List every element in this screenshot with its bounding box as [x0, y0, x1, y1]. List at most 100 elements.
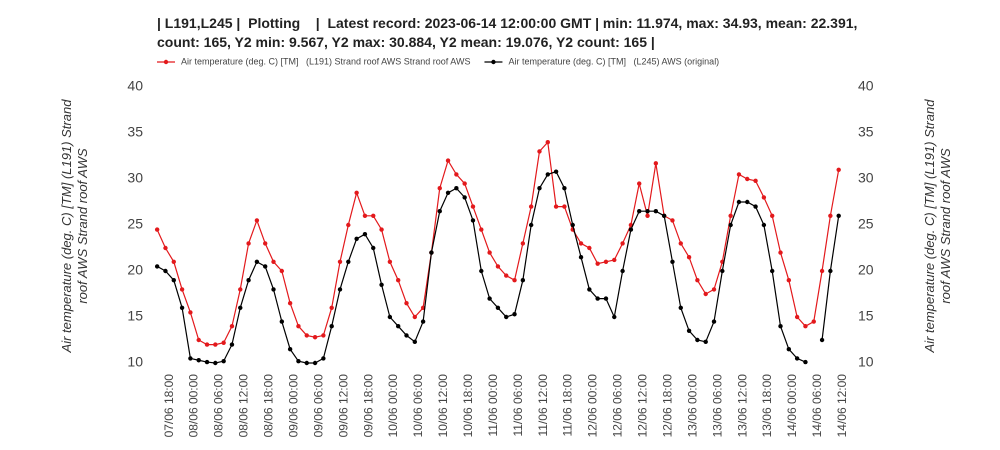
data-point — [811, 319, 816, 324]
data-point — [154, 264, 160, 269]
data-point — [686, 328, 692, 333]
y-tick-label: 35 — [127, 124, 143, 140]
data-point — [637, 181, 642, 186]
y2-tick-label: 25 — [858, 216, 874, 232]
data-point — [686, 255, 692, 260]
data-point — [495, 305, 501, 310]
data-point — [537, 186, 542, 191]
data-point — [595, 296, 600, 301]
data-point — [312, 335, 318, 340]
data-point — [479, 268, 484, 274]
data-point — [711, 287, 717, 292]
data-point — [179, 287, 185, 292]
data-point — [296, 358, 301, 364]
data-point — [445, 190, 451, 195]
data-point — [612, 257, 617, 263]
data-point — [728, 222, 733, 228]
data-point — [645, 213, 650, 218]
data-point — [337, 287, 343, 292]
data-point — [304, 333, 309, 338]
data-point — [171, 259, 176, 264]
data-point — [769, 268, 775, 274]
data-point — [695, 337, 700, 343]
y-tick-label: 30 — [127, 170, 143, 186]
data-point — [304, 360, 309, 366]
x-tick-label: 09/06 06:00 — [311, 374, 325, 438]
x-tick-label: 10/06 18:00 — [461, 374, 475, 438]
data-point — [603, 259, 609, 264]
data-point — [337, 259, 343, 264]
data-point — [595, 261, 600, 266]
data-point — [504, 273, 509, 278]
data-point — [587, 245, 592, 251]
data-point — [470, 204, 476, 209]
data-point — [354, 190, 359, 195]
data-point — [653, 209, 659, 214]
data-point — [154, 227, 160, 232]
data-point — [437, 209, 442, 214]
data-point — [745, 199, 750, 205]
data-point — [246, 278, 251, 283]
data-point — [495, 264, 501, 269]
x-tick-label: 11/06 18:00 — [561, 374, 575, 437]
data-point — [437, 186, 442, 191]
data-point — [254, 218, 260, 223]
data-point — [362, 232, 368, 237]
data-point — [528, 204, 534, 209]
x-tick-label: 14/06 00:00 — [785, 374, 799, 438]
data-point — [678, 241, 683, 246]
data-point — [362, 213, 368, 218]
data-point — [528, 222, 534, 228]
data-point — [329, 324, 334, 329]
x-tick-label: 08/06 12:00 — [237, 374, 251, 438]
data-point — [346, 222, 351, 228]
x-tick-label: 08/06 18:00 — [262, 374, 276, 438]
data-point — [761, 195, 767, 200]
data-point — [678, 305, 683, 310]
data-point — [163, 245, 168, 251]
data-point — [778, 324, 783, 329]
data-point — [819, 337, 825, 343]
data-point — [711, 319, 717, 324]
data-point — [163, 268, 168, 274]
data-point — [287, 301, 293, 306]
data-point — [545, 172, 550, 177]
data-point — [204, 359, 210, 365]
data-point — [229, 324, 235, 329]
data-point — [279, 319, 285, 324]
x-tick-label: 10/06 00:00 — [386, 374, 400, 438]
data-point — [354, 236, 359, 241]
data-point — [221, 340, 226, 345]
x-tick-label: 11/06 00:00 — [486, 374, 500, 437]
data-point — [803, 324, 808, 329]
data-point — [221, 358, 226, 364]
legend-label: Air temperature (deg. C) [TM] (L245) AWS… — [508, 56, 719, 66]
data-point — [587, 287, 592, 292]
data-point — [570, 222, 575, 228]
data-point — [296, 324, 301, 329]
data-point — [371, 213, 376, 218]
data-point — [379, 227, 384, 232]
data-point — [487, 296, 492, 301]
data-point — [537, 149, 542, 154]
data-point — [761, 222, 767, 228]
data-point — [263, 264, 268, 269]
x-tick-label: 11/06 12:00 — [536, 374, 550, 437]
data-point — [670, 218, 675, 223]
data-point — [196, 337, 201, 343]
chart-title: | L191,L245 | Plotting | Latest record: … — [157, 15, 862, 50]
data-point — [462, 195, 467, 200]
data-point — [454, 172, 459, 177]
data-point — [553, 169, 559, 174]
y-tick-label: 15 — [127, 308, 143, 324]
x-tick-label: 13/06 12:00 — [735, 374, 749, 438]
data-point — [504, 314, 509, 320]
data-point — [479, 227, 484, 232]
data-point — [188, 356, 193, 361]
x-tick-label: 13/06 06:00 — [710, 374, 724, 438]
data-point — [703, 291, 708, 297]
data-point — [512, 312, 517, 317]
data-point — [196, 358, 201, 363]
data-point — [836, 167, 841, 172]
